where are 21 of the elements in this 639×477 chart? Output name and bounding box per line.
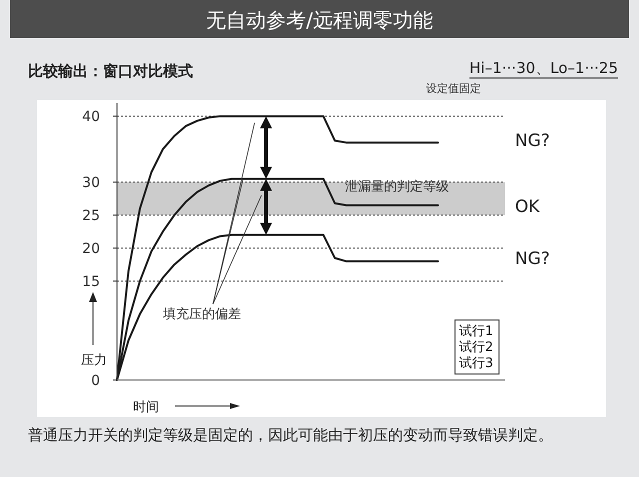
y-tick-label: 25 [82, 208, 100, 224]
band-label: 泄漏量的判定等级 [345, 180, 449, 195]
y-tick-label: 40 [82, 109, 100, 126]
chart-title: 无自动参考/远程调零功能 [206, 8, 433, 32]
y-axis-title: 压力 [81, 353, 107, 368]
x-axis-title: 时间 [133, 400, 159, 415]
y-tick-label: 15 [82, 274, 100, 290]
text: NG? [515, 131, 550, 151]
text: 普通压力开关的判定等级是固定的，因此可能由于初压的变动而导致错误判定。 [28, 425, 554, 446]
text: 设定值固定 [426, 82, 481, 95]
text: 试行1 [459, 324, 494, 339]
annotation: 填充压的偏差 [162, 307, 241, 322]
y-tick-label: 0 [91, 373, 100, 389]
text: Hi–1···30、Lo–1···25 [469, 59, 618, 77]
y-tick-label: 30 [82, 175, 100, 192]
text: 试行2 [459, 340, 494, 355]
text: 试行3 [459, 356, 494, 371]
y-tick-label: 20 [82, 241, 100, 258]
chart-subtitle: 比较输出：窗口对比模式 [28, 62, 193, 80]
text: NG? [515, 249, 550, 269]
text: OK [515, 197, 540, 217]
